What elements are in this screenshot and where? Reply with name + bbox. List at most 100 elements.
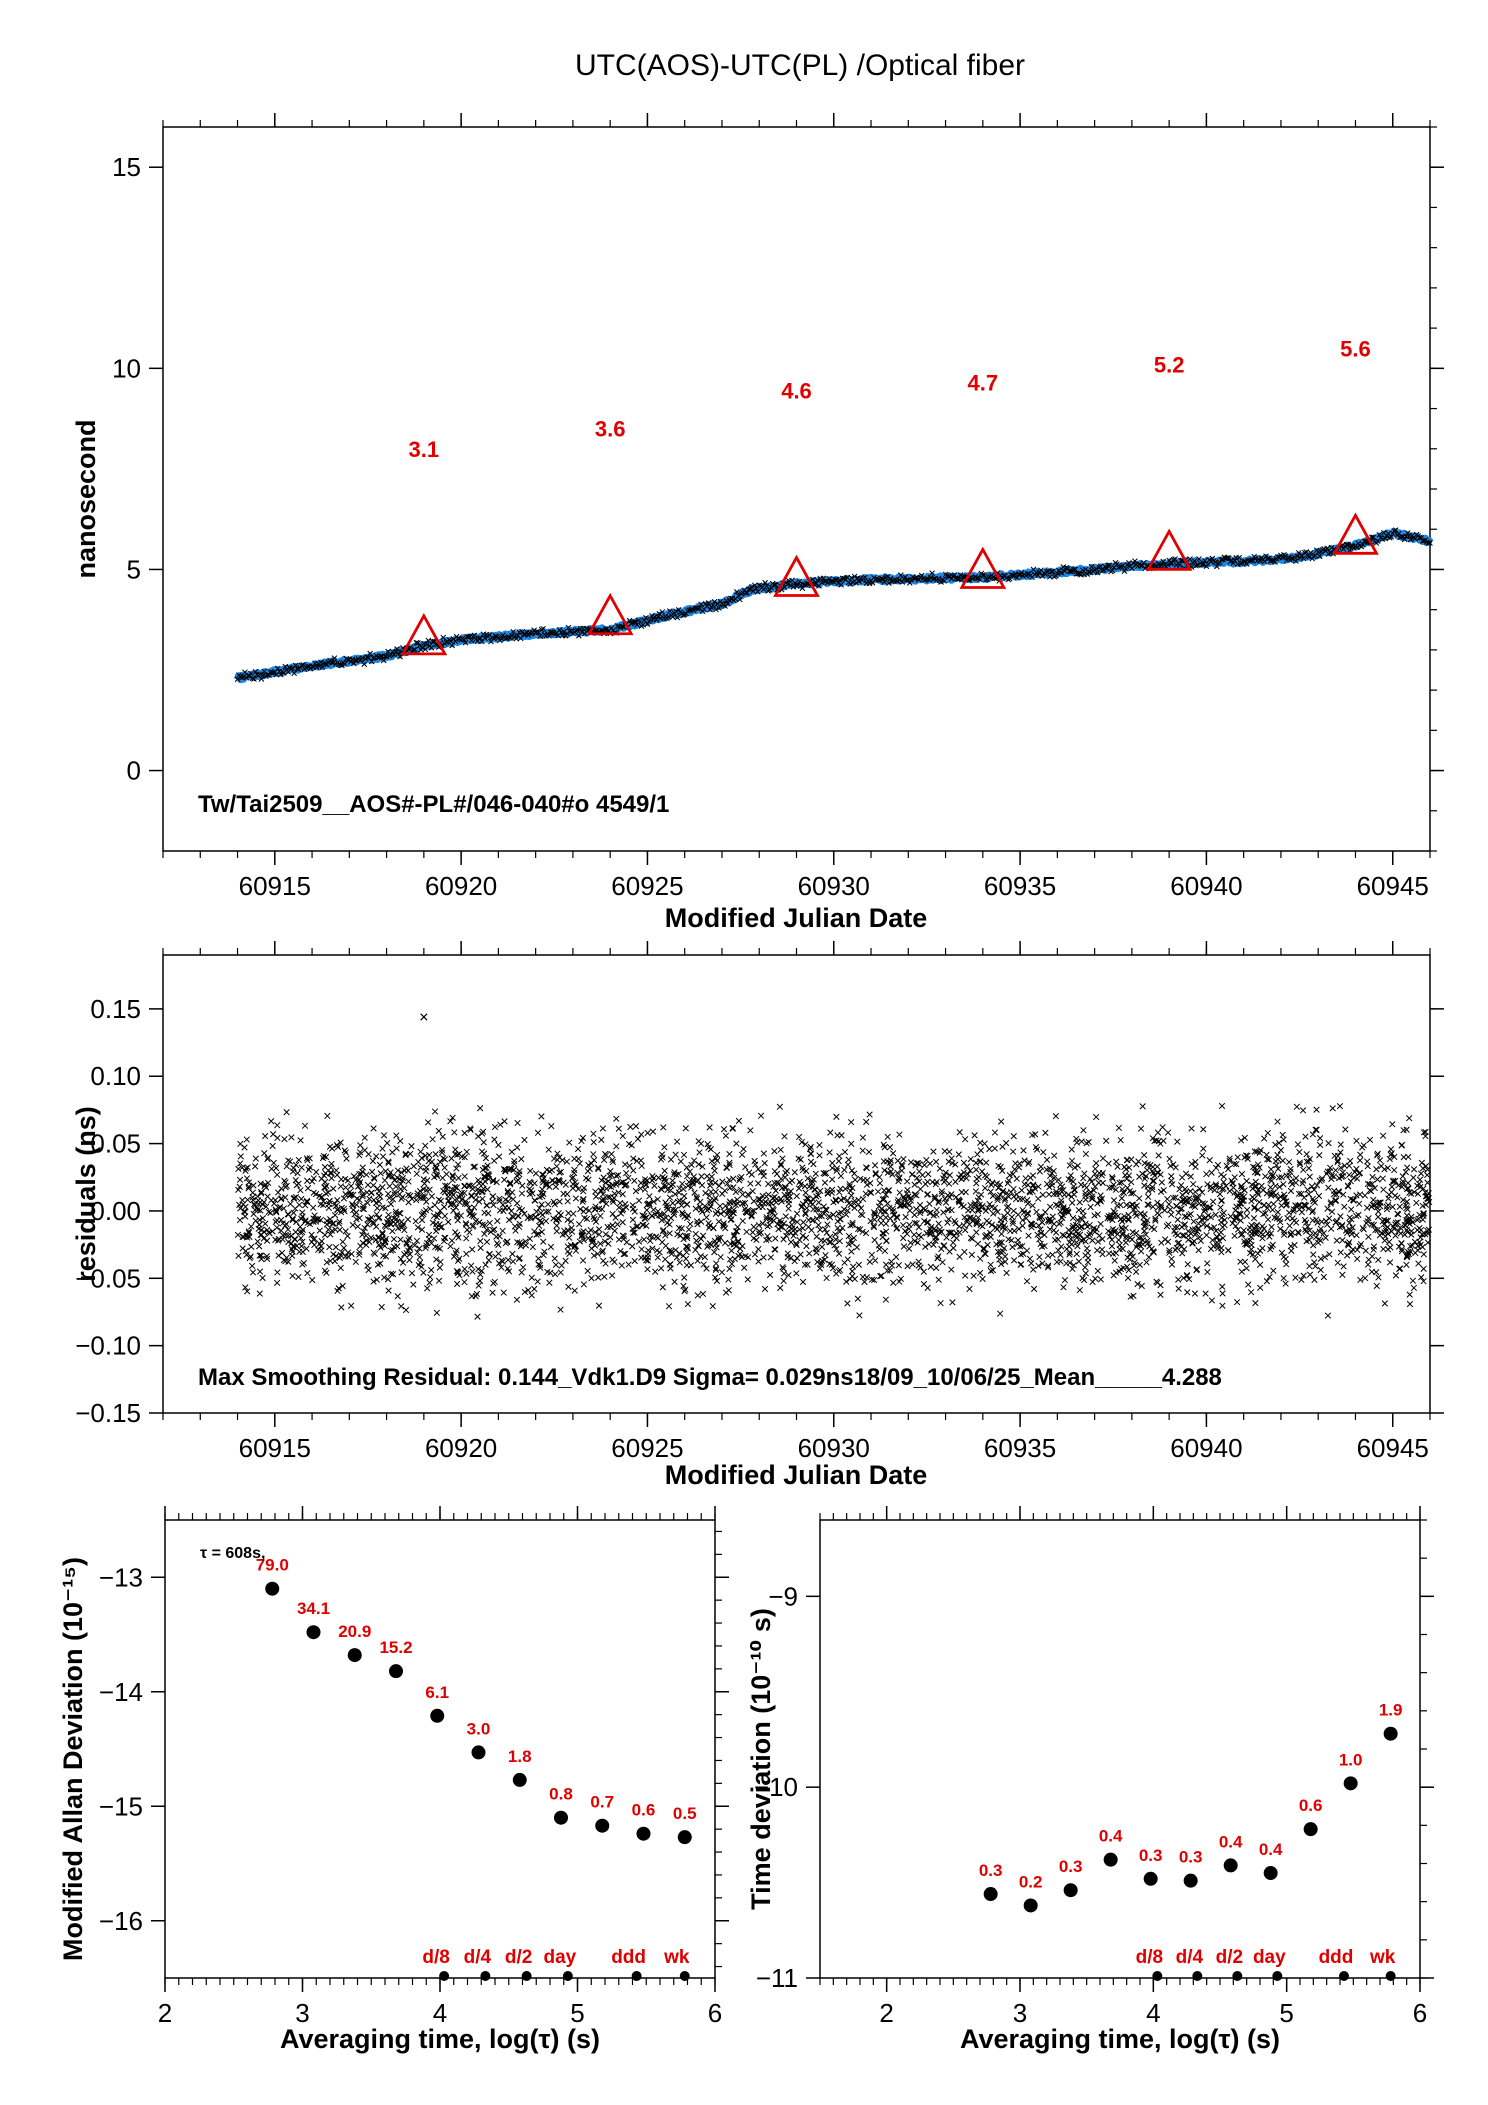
data-point	[252, 1155, 260, 1162]
data-point	[1252, 1178, 1259, 1185]
data-point	[685, 1226, 692, 1233]
data-point	[673, 1254, 681, 1261]
data-point	[943, 1234, 950, 1241]
data-point	[1030, 1181, 1037, 1188]
triangle-marker	[773, 554, 820, 597]
data-point	[1225, 1247, 1232, 1254]
data-point	[870, 1223, 878, 1231]
data-point	[476, 1277, 484, 1284]
data-point	[1094, 1267, 1101, 1275]
data-point	[672, 608, 679, 615]
data-point	[665, 614, 672, 620]
data-point	[661, 1167, 668, 1174]
data-point	[364, 654, 371, 661]
data-point	[625, 1261, 632, 1268]
data-point	[357, 1187, 365, 1194]
data-point	[745, 1169, 753, 1176]
data-point	[330, 659, 336, 666]
data-point	[1376, 1157, 1384, 1164]
data-point	[1204, 1181, 1211, 1188]
data-point	[475, 1282, 482, 1289]
data-point	[613, 1115, 620, 1122]
data-point	[1110, 1272, 1117, 1279]
data-point	[1196, 1213, 1203, 1221]
data-point	[1301, 1194, 1308, 1201]
data-point	[795, 1133, 803, 1141]
data-point	[1044, 1252, 1052, 1259]
data-point	[1168, 1261, 1176, 1268]
data-point	[823, 1274, 830, 1282]
data-point	[297, 1234, 304, 1242]
data-point	[722, 1132, 730, 1139]
data-point	[1231, 1232, 1238, 1240]
plot-frame	[164, 1519, 716, 1979]
data-point	[338, 1176, 345, 1183]
data-point	[1298, 1190, 1305, 1198]
data-point	[854, 1295, 862, 1302]
data-point	[791, 1169, 798, 1176]
data-point	[529, 1243, 537, 1251]
data-point	[282, 663, 289, 670]
data-point	[696, 1149, 703, 1156]
data-point	[327, 1164, 335, 1171]
data-point	[330, 1251, 337, 1258]
data-point	[816, 1141, 823, 1149]
data-point	[941, 578, 947, 584]
data-point	[1094, 569, 1101, 576]
data-point	[1155, 1169, 1162, 1176]
data-point	[627, 1123, 634, 1131]
data-point	[941, 1147, 948, 1155]
data-point	[1207, 1185, 1214, 1193]
data-point	[447, 638, 454, 644]
data-point	[734, 589, 740, 595]
data-point	[572, 1247, 580, 1254]
data-point	[886, 1144, 894, 1151]
data-point	[970, 1272, 977, 1279]
data-point	[735, 592, 742, 599]
data-point	[990, 1210, 997, 1217]
data-point	[1183, 1272, 1191, 1280]
data-point	[732, 1201, 739, 1209]
data-point	[716, 605, 722, 611]
data-point	[1386, 1259, 1394, 1266]
data-point	[1109, 567, 1116, 574]
data-point	[556, 1198, 563, 1205]
data-point	[851, 1204, 858, 1212]
marker-value-label: 3.6	[595, 417, 626, 442]
x-tick-label: 60920	[425, 1433, 497, 1463]
data-point	[996, 1310, 1004, 1317]
data-point	[243, 1136, 250, 1143]
data-point	[597, 1240, 604, 1247]
data-point	[1154, 1199, 1161, 1206]
data-point	[599, 1247, 606, 1254]
data-point	[849, 1272, 856, 1280]
data-point	[653, 616, 660, 623]
data-point	[715, 1218, 722, 1225]
data-point	[1018, 569, 1025, 576]
data-point	[1113, 1158, 1120, 1165]
data-point	[373, 1153, 380, 1160]
data-point	[517, 635, 524, 642]
data-point	[1277, 1147, 1285, 1154]
data-point	[600, 1174, 607, 1181]
data-point	[1396, 1265, 1403, 1273]
data-point	[1165, 1201, 1173, 1208]
data-point	[435, 1196, 443, 1203]
data-point	[1092, 1275, 1099, 1282]
data-point	[562, 1257, 569, 1264]
data-point	[601, 1238, 609, 1245]
data-point	[1230, 1184, 1237, 1191]
data-point	[1191, 558, 1198, 564]
data-point	[482, 1261, 489, 1268]
data-point	[1287, 1165, 1294, 1173]
data-point	[510, 628, 517, 635]
data-point	[1218, 1102, 1226, 1110]
data-point	[986, 1145, 993, 1153]
data-point	[283, 1163, 290, 1170]
data-point	[318, 1175, 325, 1182]
data-point	[337, 1264, 344, 1272]
data-point	[1073, 1239, 1080, 1246]
data-point	[1115, 1236, 1122, 1244]
data-point	[274, 1171, 281, 1178]
data-point	[1392, 1272, 1400, 1279]
